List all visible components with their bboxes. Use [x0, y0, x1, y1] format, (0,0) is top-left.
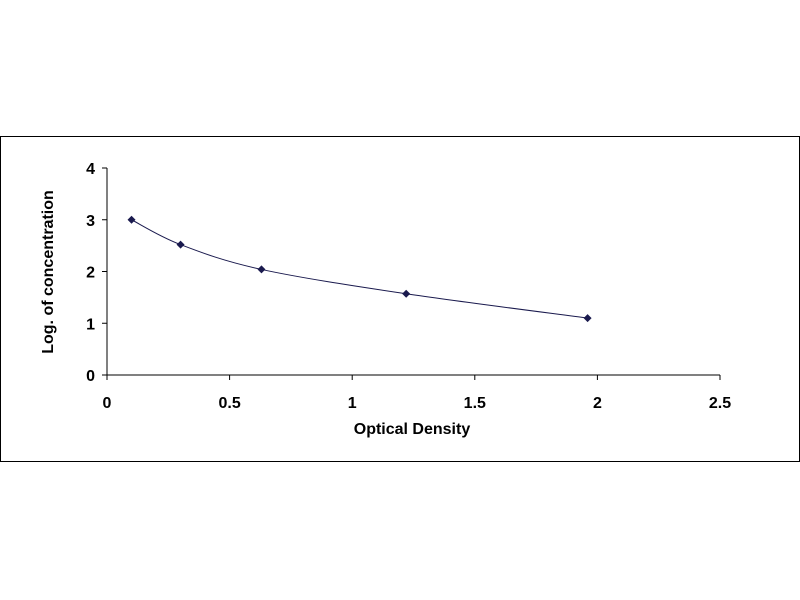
x-tick-label: 0.5 — [218, 395, 240, 412]
data-point — [176, 240, 185, 249]
data-point — [402, 289, 411, 298]
y-axis-title: Log. of concentration — [40, 190, 57, 354]
data-point — [257, 265, 266, 274]
data-point — [583, 314, 592, 323]
x-tick-label: 2 — [593, 395, 602, 412]
x-tick-label: 1.5 — [464, 395, 486, 412]
x-tick-label: 1 — [348, 395, 357, 412]
y-tick-label: 3 — [86, 213, 95, 230]
x-axis-title: Optical Density — [354, 421, 471, 438]
y-tick-label: 1 — [86, 316, 95, 333]
x-tick-label: 0 — [103, 395, 112, 412]
y-tick-label: 0 — [86, 368, 95, 385]
trend-line — [131, 219, 588, 319]
x-tick-group: 0 0.5 1 1.5 2 2.5 — [103, 375, 731, 412]
data-point — [127, 215, 136, 224]
chart-frame — [0, 136, 800, 462]
x-tick-label: 2.5 — [709, 395, 731, 412]
data-points — [127, 215, 592, 323]
y-tick-group: 0 1 2 3 4 — [86, 161, 107, 385]
y-tick-label: 4 — [86, 161, 95, 178]
axes — [106, 168, 720, 376]
y-tick-label: 2 — [86, 265, 95, 282]
